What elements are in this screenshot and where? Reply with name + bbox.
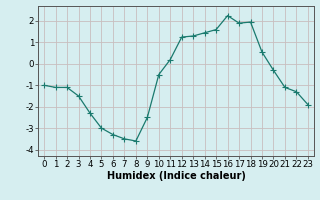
X-axis label: Humidex (Indice chaleur): Humidex (Indice chaleur) [107, 171, 245, 181]
